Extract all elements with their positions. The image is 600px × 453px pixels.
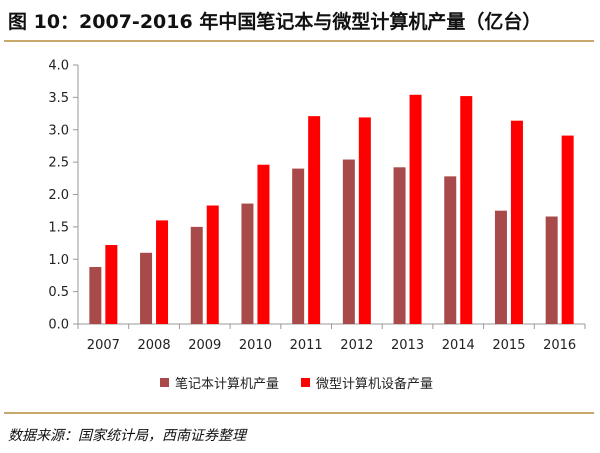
x-tick-label: 2011 bbox=[290, 338, 323, 353]
y-tick-label: 2.5 bbox=[48, 156, 69, 171]
bar-series1-2011 bbox=[292, 168, 305, 324]
x-tick-label: 2009 bbox=[188, 338, 221, 353]
x-tick-label: 2007 bbox=[87, 338, 120, 353]
legend-swatch-series2 bbox=[301, 378, 311, 387]
legend-label-series1: 笔记本计算机产量 bbox=[175, 377, 280, 392]
bar-series1-2016 bbox=[545, 216, 558, 324]
y-tick-label: 4.0 bbox=[48, 59, 69, 74]
bar-series2-2014 bbox=[460, 96, 473, 324]
title-bar: 图 10：2007-2016 年中国笔记本与微型计算机产量（亿台） bbox=[0, 0, 600, 42]
legend-item-series2: 微型计算机设备产量 bbox=[301, 373, 433, 392]
bar-series2-2011 bbox=[308, 116, 321, 324]
y-tick-label: 0.0 bbox=[48, 318, 69, 333]
x-tick-label: 2010 bbox=[239, 338, 272, 353]
bar-series1-2012 bbox=[342, 159, 355, 324]
x-tick-label: 2014 bbox=[442, 338, 475, 353]
y-tick-label: 1.5 bbox=[48, 220, 69, 235]
bar-series1-2007 bbox=[89, 267, 102, 324]
bar-series2-2007 bbox=[105, 245, 118, 324]
footer-divider bbox=[4, 412, 594, 414]
bar-series1-2009 bbox=[190, 226, 203, 324]
legend-item-series1: 笔记本计算机产量 bbox=[160, 373, 279, 392]
y-tick-label: 1.0 bbox=[48, 253, 69, 268]
x-tick-label: 2016 bbox=[543, 338, 576, 353]
bar-series1-2008 bbox=[140, 252, 153, 324]
x-tick-label: 2008 bbox=[138, 338, 171, 353]
bar-series2-2012 bbox=[358, 117, 371, 324]
title-divider bbox=[4, 40, 594, 42]
x-tick-label: 2015 bbox=[492, 338, 525, 353]
chart-canvas: 0.0 0.5 1.0 1.5 2.0 2.5 3.0 3.5 4.0 2007 2008 2009 2… bbox=[48, 59, 586, 353]
bar-series2-2015 bbox=[510, 120, 523, 324]
y-tick-label: 2.0 bbox=[48, 188, 69, 203]
x-tick-label: 2013 bbox=[391, 338, 424, 353]
y-tick-label: 3.5 bbox=[48, 91, 69, 106]
bar-series2-2013 bbox=[409, 94, 422, 324]
bar-series2-2009 bbox=[206, 205, 219, 324]
y-tick-label: 3.0 bbox=[48, 123, 69, 138]
bar-series2-2010 bbox=[257, 164, 270, 324]
bar-series1-2014 bbox=[444, 176, 457, 324]
legend-swatch-series1 bbox=[160, 378, 169, 387]
legend-label-series2: 微型计算机设备产量 bbox=[316, 377, 434, 392]
y-tick-label: 0.5 bbox=[48, 285, 69, 300]
bar-series1-2015 bbox=[494, 210, 507, 324]
bar-series1-2013 bbox=[393, 167, 406, 324]
chart-title: 图 10：2007-2016 年中国笔记本与微型计算机产量（亿台） bbox=[8, 11, 542, 33]
bar-series1-2010 bbox=[241, 203, 254, 324]
x-tick-label: 2012 bbox=[340, 338, 373, 353]
chart-legend: 笔记本计算机产量 微型计算机设备产量 bbox=[160, 373, 455, 392]
bar-series2-2008 bbox=[156, 220, 169, 324]
bar-series2-2016 bbox=[561, 135, 574, 324]
source-note: 数据来源：国家统计局，西南证券整理 bbox=[8, 428, 246, 444]
